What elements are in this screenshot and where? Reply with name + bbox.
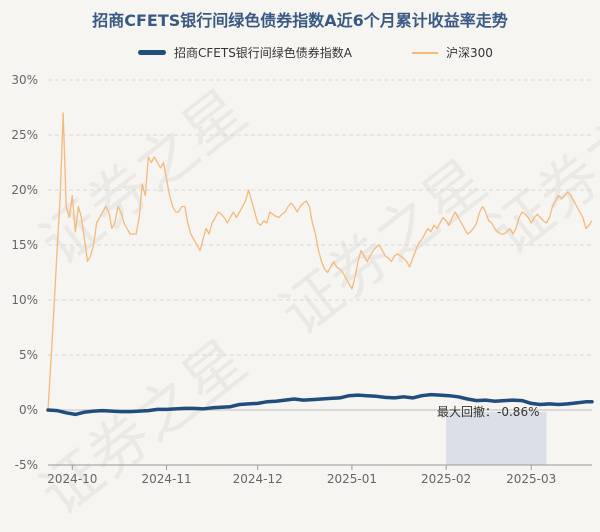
y-tick-label: 5% xyxy=(19,348,38,362)
x-tick-label: 2024-10 xyxy=(47,472,97,486)
series-line-hs300 xyxy=(47,112,593,411)
x-tick-label: 2025-03 xyxy=(506,472,556,486)
legend-item-hs300[interactable]: 沪深300 xyxy=(412,44,493,61)
chart-title: 招商CFETS银行间绿色债券指数A近6个月累计收益率走势 xyxy=(92,11,508,30)
y-tick-label: -5% xyxy=(15,458,38,472)
max-drawdown-label: 最大回撤：-0.86% xyxy=(437,404,539,419)
y-tick-label: 25% xyxy=(11,128,38,142)
series-line-fund xyxy=(46,392,594,417)
y-tick-label: 0% xyxy=(19,403,38,417)
legend-item-fund[interactable]: 招商CFETS银行间绿色债券指数A xyxy=(138,44,352,61)
legend-swatch-fund xyxy=(138,50,166,55)
legend: 招商CFETS银行间绿色债券指数A 沪深300 xyxy=(0,44,600,64)
x-tick-label: 2024-12 xyxy=(233,472,283,486)
chart-svg: -5% 0% 5% 10% 15% 20% 25% 30% 2024-10 2024-11 2024… xyxy=(11,73,594,486)
legend-label-fund: 招商CFETS银行间绿色债券指数A xyxy=(174,46,353,60)
max-drawdown-band xyxy=(446,412,547,465)
y-tick-label: 20% xyxy=(11,183,38,197)
x-tick-label: 2024-11 xyxy=(141,472,191,486)
legend-swatch-hs300 xyxy=(412,51,438,54)
y-tick-label: 10% xyxy=(11,293,38,307)
x-tick-label: 2025-01 xyxy=(327,472,377,486)
x-tick-label: 2025-02 xyxy=(421,472,471,486)
y-tick-label: 30% xyxy=(11,73,38,87)
legend-label-hs300: 沪深300 xyxy=(446,46,493,60)
y-tick-label: 15% xyxy=(11,238,38,252)
